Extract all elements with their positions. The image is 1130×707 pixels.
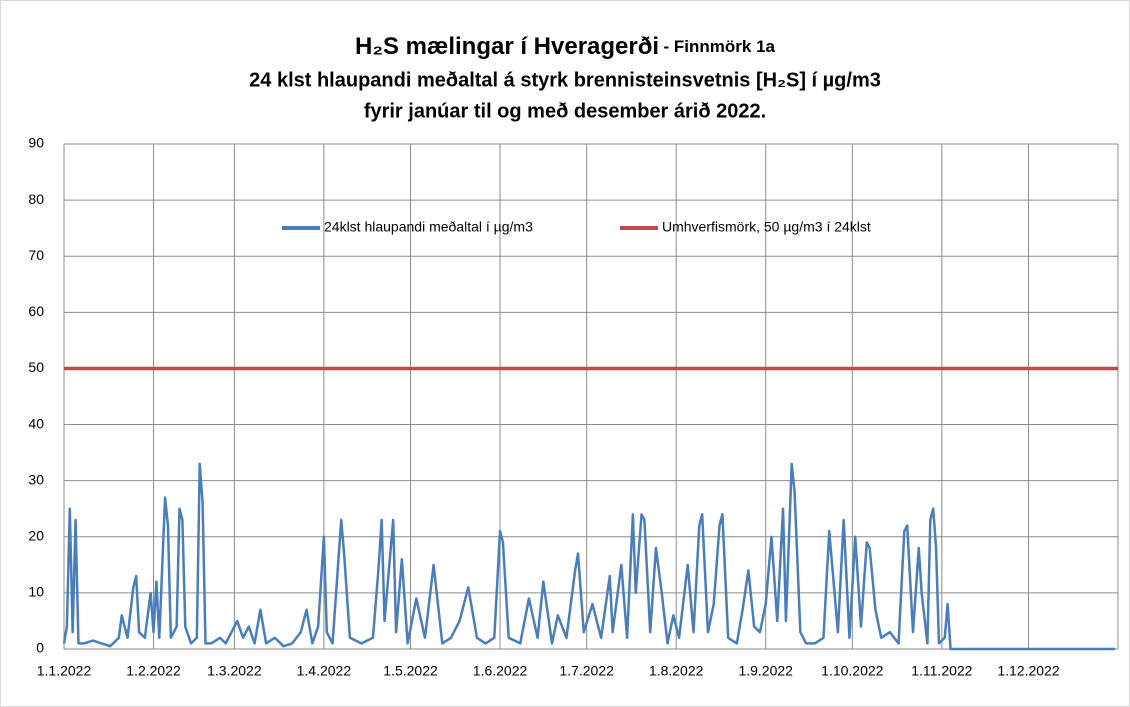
chart-subtitle: 24 klst hlaupandi meðaltal á styrk brenn… bbox=[249, 69, 881, 91]
x-tick-label: 1.9.2022 bbox=[738, 663, 793, 679]
x-tick-label: 1.4.2022 bbox=[297, 663, 352, 679]
chart-subtitle: fyrir janúar til og með desember árið 20… bbox=[364, 100, 766, 122]
x-tick-label: 1.6.2022 bbox=[473, 663, 528, 679]
x-tick-label: 1.3.2022 bbox=[207, 663, 262, 679]
y-tick-label: 30 bbox=[28, 471, 44, 487]
y-tick-label: 70 bbox=[28, 247, 44, 263]
title-main: H₂S mælingar í Hveragerði bbox=[355, 33, 659, 60]
x-tick-label: 1.10.2022 bbox=[821, 663, 883, 679]
y-tick-label: 80 bbox=[28, 191, 44, 207]
y-tick-label: 0 bbox=[36, 640, 44, 656]
legend-label: 24klst hlaupandi meðaltal í µg/m3 bbox=[324, 219, 533, 235]
legend-label: Umhverfismörk, 50 µg/m3 í 24klst bbox=[662, 219, 871, 235]
y-tick-label: 10 bbox=[28, 584, 44, 600]
x-tick-label: 1.5.2022 bbox=[383, 663, 438, 679]
x-tick-label: 1.2.2022 bbox=[126, 663, 181, 679]
y-tick-label: 60 bbox=[28, 303, 44, 319]
chart-title: H₂S mælingar í Hveragerði - Finnmörk 1a bbox=[355, 33, 776, 60]
y-tick-label: 50 bbox=[28, 359, 44, 375]
x-tick-label: 1.11.2022 bbox=[911, 663, 972, 679]
title-suffix: - Finnmörk 1a bbox=[664, 37, 776, 56]
x-tick-label: 1.12.2022 bbox=[997, 663, 1059, 679]
x-tick-label: 1.1.2022 bbox=[37, 663, 92, 679]
x-tick-label: 1.7.2022 bbox=[559, 663, 614, 679]
x-tick-label: 1.8.2022 bbox=[649, 663, 704, 679]
y-tick-label: 90 bbox=[28, 135, 44, 151]
y-tick-label: 40 bbox=[28, 415, 44, 431]
y-tick-label: 20 bbox=[28, 527, 44, 543]
series-line bbox=[62, 462, 1116, 651]
